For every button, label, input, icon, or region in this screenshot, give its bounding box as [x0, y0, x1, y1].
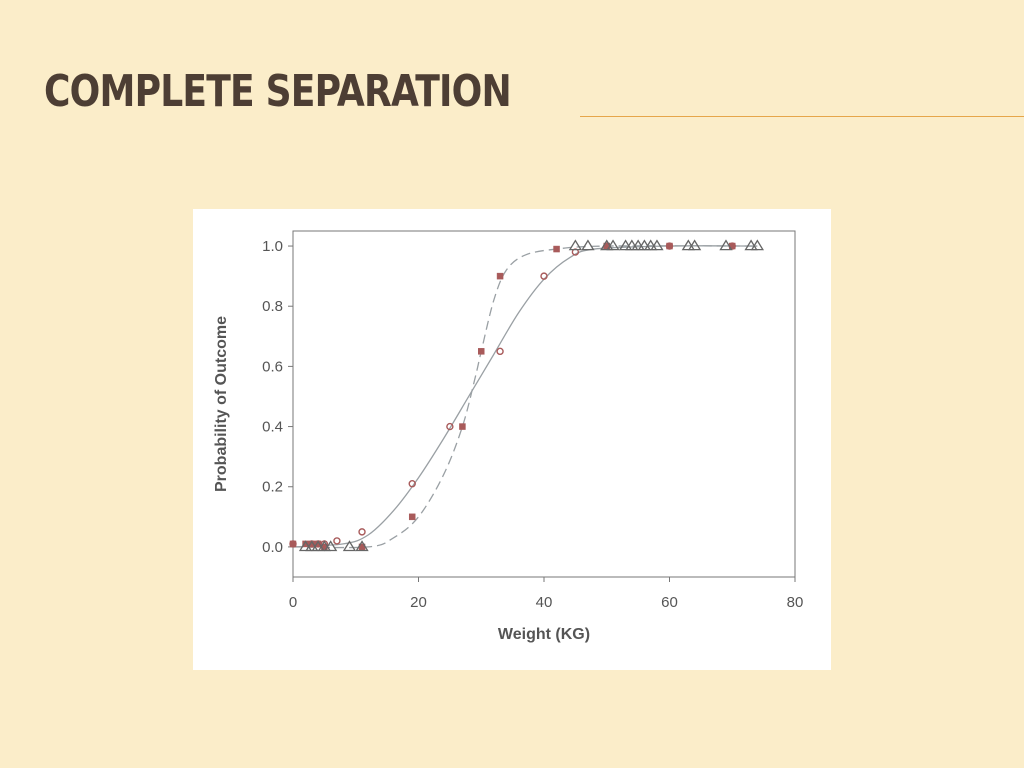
y-tick-label: 0.6 [262, 358, 283, 375]
y-tick-label: 0.0 [262, 539, 283, 556]
square-point [408, 513, 416, 521]
circle-point [540, 272, 548, 280]
triangle-point [637, 239, 652, 251]
triangle-point [568, 239, 583, 251]
square-point [478, 348, 485, 355]
triangle-point [581, 239, 595, 251]
triangle-point [625, 239, 639, 251]
triangle-point [342, 540, 357, 552]
y-tick-label: 1.0 [262, 238, 283, 255]
x-tick-label: 60 [661, 594, 678, 611]
triangle-point [750, 239, 765, 251]
data-points [289, 239, 765, 552]
y-tick-label: 0.8 [262, 298, 283, 315]
circle-point [408, 480, 416, 488]
square-point [666, 242, 673, 250]
triangle-point [650, 239, 664, 251]
x-tick-label: 40 [536, 594, 553, 611]
triangle-point [681, 239, 695, 251]
triangle-point [719, 239, 733, 251]
triangle-point [644, 239, 658, 251]
slide-title: COMPLETE SEPARATION [44, 66, 512, 117]
triangle-point [323, 540, 338, 552]
axes: 0.0 0.2 0.4 0.6 0.8 1.0 0 20 40 60 80 [262, 230, 804, 611]
triangle-point [298, 540, 313, 552]
title-rule [580, 116, 1024, 117]
x-tick-label: 80 [787, 594, 804, 611]
y-tick-label: 0.4 [262, 419, 283, 436]
triangle-point [631, 239, 645, 251]
series-1-curve [292, 245, 758, 549]
triangle-point [600, 239, 614, 251]
triangle-point [311, 540, 325, 552]
square-point [459, 423, 466, 430]
chart-panel: 0.0 0.2 0.4 0.6 0.8 1.0 0 20 40 60 80 Weight (KG) … [193, 209, 831, 670]
triangle-point [618, 239, 633, 251]
fitted-curves [292, 245, 758, 549]
square-point [496, 272, 504, 280]
circle-point [496, 347, 504, 356]
plot-frame [292, 230, 796, 578]
square-point [289, 540, 297, 548]
y-tick-label: 0.2 [262, 479, 283, 496]
square-point [553, 245, 560, 253]
circle-point [333, 537, 341, 545]
triangle-point [305, 540, 319, 552]
circle-point [358, 528, 366, 536]
triangle-point [744, 239, 758, 251]
triangle-point [355, 540, 369, 552]
x-tick-label: 20 [410, 594, 427, 611]
x-tick-label: 0 [289, 594, 297, 611]
triangle-point [687, 239, 702, 251]
circle-point [446, 422, 454, 431]
triangle-point [606, 239, 620, 251]
series-0-curve [292, 245, 758, 548]
x-axis-title: Weight (KG) [498, 626, 590, 643]
triangle-point [317, 540, 332, 552]
scatter-chart: 0.00.20.40.60.81.00 20 40 60 80 Weight (KG) … [213, 230, 804, 643]
y-axis-title: Probability of Outcome [213, 316, 230, 492]
